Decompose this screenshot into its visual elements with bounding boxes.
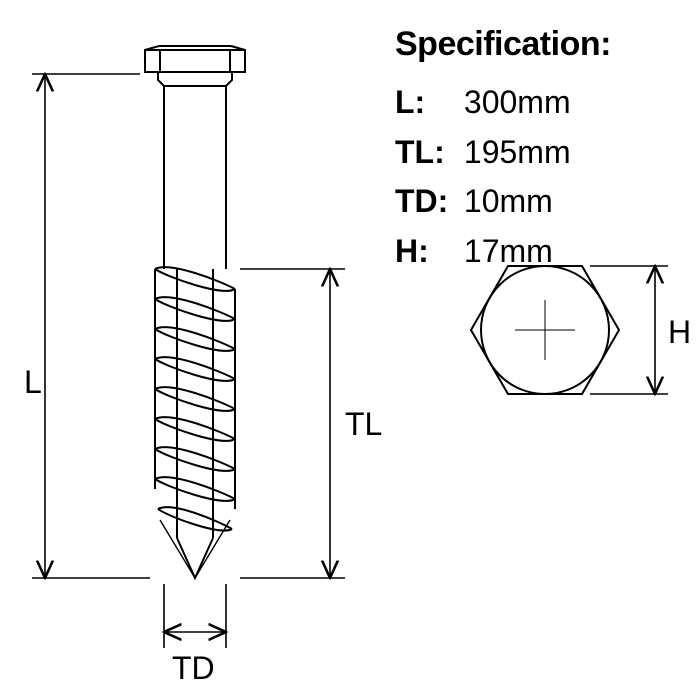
dim-label-L: L [24,364,42,401]
spec-row-L: L: 300mm [395,78,685,128]
screw-threads [155,267,235,530]
spec-row-TL: TL: 195mm [395,128,685,178]
spec-label-H: H: [395,227,455,277]
spec-value-H: 17mm [464,233,553,269]
spec-row-H: H: 17mm [395,227,685,277]
dim-label-TL: TL [345,406,382,443]
spec-block: Specification: L: 300mm TL: 195mm TD: 10… [395,25,685,276]
dim-label-TD: TD [172,650,215,687]
spec-label-TD: TD: [395,177,455,227]
spec-value-L: 300mm [464,84,571,120]
dim-H-lines [590,266,668,394]
spec-title: Specification: [395,25,685,64]
drawing-canvas: L TL TD H Specification: L: 300mm TL: 19… [0,0,700,700]
hex-head-top-view [471,266,619,394]
spec-label-TL: TL: [395,128,455,178]
dim-TD-lines [164,584,226,648]
spec-value-TL: 195mm [464,134,571,170]
spec-value-TD: 10mm [464,183,553,219]
spec-label-L: L: [395,78,455,128]
spec-row-TD: TD: 10mm [395,177,685,227]
dim-TL-lines [240,269,345,578]
dim-label-H: H [668,314,691,351]
screw-side-view [145,46,245,578]
dim-L-lines [32,74,150,578]
